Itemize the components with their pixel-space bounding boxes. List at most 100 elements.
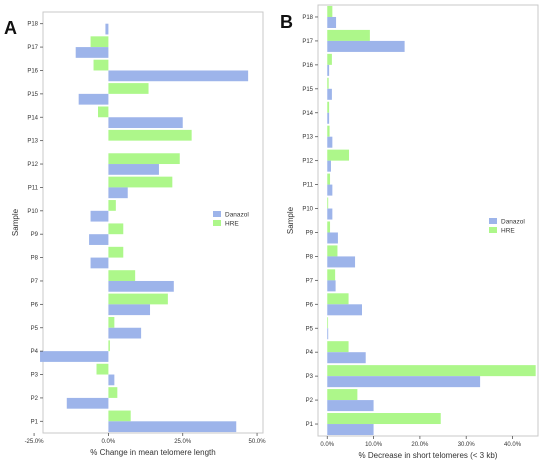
x-tick-label: 10.0%: [365, 442, 383, 448]
bar-danazol-p10: [90, 210, 109, 222]
y-axis-title: Sample: [286, 206, 295, 234]
y-tick-label-p9: P9: [31, 232, 39, 238]
x-axis-title: % Decrease in short telomeres (< 3 kb): [359, 451, 498, 460]
y-tick-label-p14: P14: [27, 115, 38, 121]
bar-hre-p17: [327, 29, 370, 41]
legend-label-hre: HRE: [501, 228, 515, 235]
bar-danazol-p16: [327, 64, 330, 76]
bar-hre-p17: [90, 36, 109, 48]
bar-hre-p15: [327, 77, 329, 89]
y-tick-label-p7: P7: [306, 278, 314, 284]
bar-danazol-p13: [327, 136, 333, 148]
bar-hre-p3: [327, 365, 536, 377]
bar-danazol-p8: [327, 256, 356, 268]
y-tick-label-p12: P12: [27, 162, 38, 168]
bar-hre-p16: [93, 59, 109, 71]
x-tick-label: 50.0%: [249, 439, 267, 445]
bar-hre-p6: [327, 293, 349, 305]
bar-hre-p14: [327, 101, 330, 113]
bar-danazol-p4: [327, 352, 366, 364]
y-tick-label-p18: P18: [302, 15, 313, 21]
x-tick-label: 0.0%: [320, 442, 334, 448]
bar-hre-p7: [327, 269, 336, 281]
y-tick-label-p15: P15: [302, 87, 313, 93]
y-tick-label-p11: P11: [28, 185, 39, 191]
bar-danazol-p17: [327, 40, 405, 52]
y-tick-label-p17: P17: [302, 39, 313, 45]
legend-swatch-danazol: [489, 218, 497, 224]
bar-danazol-p5: [327, 328, 329, 340]
bar-danazol-p15: [78, 93, 109, 105]
bar-danazol-p6: [108, 304, 151, 316]
y-tick-label-p2: P2: [306, 398, 314, 404]
y-tick-label-p8: P8: [306, 254, 314, 260]
bar-hre-p1: [327, 413, 441, 425]
bar-hre-p3: [96, 363, 109, 375]
legend-label-danazol: Danazol: [225, 212, 249, 219]
legend-swatch-hre: [489, 227, 497, 233]
panel-b-label: B: [280, 12, 293, 32]
bar-hre-p8: [327, 245, 338, 257]
bar-danazol-p9: [89, 234, 109, 245]
y-tick-label-p7: P7: [31, 279, 39, 285]
bar-hre-p15: [108, 83, 149, 94]
bar-danazol-p11: [327, 184, 333, 196]
legend-label-danazol: Danazol: [501, 219, 525, 226]
y-tick-label-p13: P13: [302, 135, 313, 141]
plot-frame: [42, 11, 264, 434]
x-tick-label: 20.0%: [411, 442, 429, 448]
y-tick-label-p9: P9: [306, 230, 314, 236]
panel-b-chart: P1 P2 P3 P4 P5 P6 P7 P8 P9 P10 P11 P12 P13 P14 P15 P16 P…: [286, 4, 539, 460]
bar-hre-p6: [108, 293, 168, 305]
y-tick-label-p5: P5: [306, 326, 314, 332]
y-tick-label-p11: P11: [303, 183, 314, 189]
bar-hre-p7: [108, 270, 136, 281]
bar-danazol-p1: [108, 421, 237, 433]
legend-swatch-hre: [213, 220, 221, 226]
bar-hre-p4: [327, 341, 349, 353]
y-tick-label-p1: P1: [306, 422, 314, 428]
bar-danazol-p14: [108, 117, 183, 129]
bar-hre-p4: [108, 340, 110, 352]
bar-danazol-p12: [327, 160, 331, 172]
bar-danazol-p5: [108, 327, 142, 339]
y-tick-label-p4: P4: [31, 349, 39, 355]
bar-hre-p10: [327, 197, 329, 209]
x-tick-label: -25.0%: [25, 439, 45, 445]
y-tick-label-p18: P18: [27, 22, 38, 28]
bar-danazol-p8: [90, 257, 109, 269]
bar-danazol-p3: [327, 376, 481, 388]
bar-hre-p11: [327, 173, 331, 185]
bar-danazol-p2: [327, 400, 374, 412]
bar-danazol-p3: [108, 374, 115, 386]
y-tick-label-p12: P12: [302, 159, 313, 165]
y-tick-label-p4: P4: [306, 350, 314, 356]
bar-danazol-p9: [327, 232, 338, 244]
y-tick-label-p10: P10: [302, 207, 313, 213]
bar-danazol-p1: [327, 424, 374, 436]
bar-hre-p16: [327, 53, 332, 65]
legend-swatch-danazol: [213, 211, 221, 217]
y-axis-title: Sample: [11, 208, 20, 236]
bar-hre-p9: [327, 221, 331, 233]
y-tick-label-p1: P1: [31, 419, 39, 425]
panel-a-label: A: [4, 18, 17, 38]
bar-hre-p13: [108, 129, 192, 141]
bar-danazol-p18: [327, 16, 337, 28]
y-tick-label-p16: P16: [302, 63, 313, 69]
plot-frame: [317, 4, 539, 437]
y-tick-label-p15: P15: [27, 92, 38, 98]
bar-danazol-p18: [105, 23, 109, 35]
y-tick-label-p17: P17: [27, 45, 38, 51]
bar-danazol-p4: [40, 351, 109, 362]
x-tick-label: 40.0%: [504, 442, 522, 448]
bar-hre-p1: [108, 410, 131, 422]
y-tick-label-p3: P3: [31, 373, 39, 379]
y-tick-label-p6: P6: [31, 302, 39, 308]
bar-hre-p14: [98, 106, 109, 118]
y-tick-label-p13: P13: [27, 139, 38, 145]
bar-danazol-p15: [327, 88, 332, 100]
y-tick-label-p3: P3: [306, 374, 314, 380]
bar-hre-p9: [108, 223, 124, 235]
